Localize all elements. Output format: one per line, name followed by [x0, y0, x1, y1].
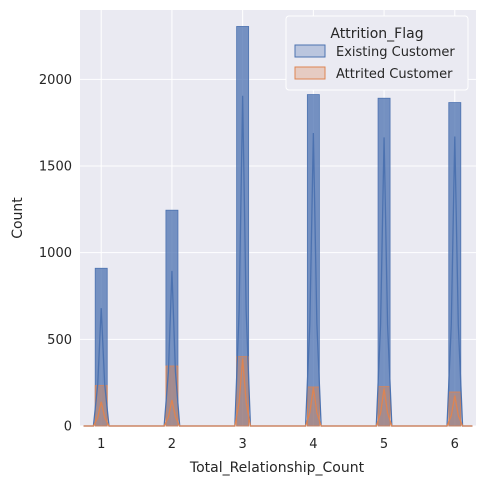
legend: Attrition_Flag Existing Customer Attrited… [285, 15, 469, 91]
x-tick-label: 5 [380, 437, 388, 452]
x-tick-label: 1 [97, 437, 105, 452]
legend-items: Existing Customer Attrited Customer [294, 44, 455, 82]
y-tick-label: 1500 [39, 160, 72, 175]
x-axis-label: Total_Relationship_Count [189, 460, 365, 476]
x-tick-label: 6 [451, 437, 459, 452]
legend-swatch-attrited-customer [294, 66, 326, 80]
x-tick-label: 2 [168, 437, 176, 452]
y-tick-label: 1000 [39, 246, 72, 261]
x-ticks: 1 2 3 4 5 6 [97, 437, 459, 452]
y-tick-label: 2000 [39, 73, 72, 88]
kde-curves [83, 95, 473, 427]
y-axis-label: Count [10, 197, 26, 239]
y-tick-label: 0 [64, 420, 72, 435]
legend-box [285, 15, 469, 91]
legend-label: Attrited Customer [336, 67, 453, 82]
bar-attrited-customer [377, 386, 391, 427]
x-tick-label: 4 [309, 437, 317, 452]
legend-swatch-existing-customer [294, 44, 326, 58]
bar-attrited-customer [306, 386, 320, 427]
bar-attrited-customer [236, 356, 250, 427]
legend-label: Existing Customer [336, 45, 455, 60]
kde-line-attrited-customer [83, 358, 473, 427]
bars [94, 26, 462, 427]
legend-title: Attrition_Flag [330, 26, 423, 42]
x-tick-label: 3 [239, 437, 247, 452]
y-tick-label: 500 [47, 333, 72, 348]
bar-attrited-customer [448, 391, 462, 427]
y-ticks: 0 500 1000 1500 2000 [39, 73, 72, 435]
